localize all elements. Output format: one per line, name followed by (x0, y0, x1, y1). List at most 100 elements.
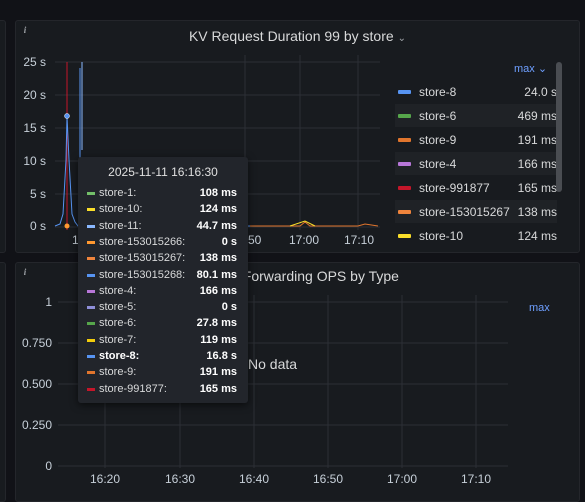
left-edge-panel-top (0, 20, 6, 253)
tooltip-series-value: 0 s (221, 301, 237, 314)
y-tick-label: 0 s (29, 219, 46, 233)
series-store-8 (54, 115, 250, 227)
x-tick-label: 16:30 (165, 472, 196, 486)
legend-item[interactable]: store-153015267 138 ms (395, 200, 557, 223)
y-tick-label: 20 s (23, 88, 46, 102)
tooltip-row: store-1: 108 ms (87, 186, 237, 202)
tooltip-row: store-153015268: 80.1 ms (87, 268, 237, 284)
tooltip-series-value: 124 ms (199, 203, 237, 216)
tooltip-series-name: store-11: (99, 219, 142, 232)
y-tick-label: 10 s (23, 154, 46, 168)
series-store-9 (250, 221, 379, 227)
y-tick-label: 0 (45, 459, 52, 473)
x-tick-label: 17:00 (289, 233, 320, 247)
tooltip-series-value: 44.7 ms (196, 219, 237, 232)
tooltip-time: 2025-11-11 16:16:30 (108, 165, 218, 179)
legend-series-name: store-991877 (419, 181, 490, 195)
legend-swatch (398, 138, 411, 142)
legend-series-name: store-9 (419, 133, 457, 147)
info-icon[interactable]: i (23, 25, 27, 35)
tooltip-series-value: 80.1 ms (196, 268, 237, 281)
tooltip-swatch (87, 192, 95, 195)
x-tick-label: 16:20 (90, 472, 121, 486)
tooltip-swatch (87, 355, 95, 358)
tooltip-swatch (87, 208, 95, 212)
y-tick-label: 0.250 (21, 418, 52, 432)
tooltip-series-name: store-5: (99, 301, 137, 314)
tooltip-series-name: store-1: (99, 187, 137, 199)
tooltip-swatch (87, 240, 95, 244)
tooltip-series-value: 108 ms (199, 187, 237, 199)
no-data-message: No data (248, 356, 298, 372)
legend-sort-max[interactable]: max ⌄ (514, 62, 547, 75)
legend-item[interactable]: store-9 191 ms (395, 128, 557, 151)
panel-title[interactable]: KV Request Duration 99 by store ⌄ (16, 28, 579, 44)
legend-scrollbar[interactable] (556, 62, 562, 192)
tooltip-series-name: store-9: (99, 366, 137, 379)
legend-item[interactable]: store-6 469 ms (395, 104, 557, 127)
legend-series-name: store-4 (419, 157, 457, 171)
legend-swatch (398, 186, 411, 190)
tooltip-row: store-5: 0 s (87, 300, 237, 316)
tooltip-series-value: 0 s (221, 235, 237, 248)
legend-series-name: store-8 (419, 85, 457, 99)
x-tick-label: 1 (72, 233, 79, 247)
chevron-down-icon: ⌄ (537, 63, 548, 75)
legend-sort-max[interactable]: max (529, 302, 550, 314)
tooltip-swatch (87, 257, 95, 261)
x-tick-label: 50 (248, 233, 262, 247)
legend-item[interactable]: store-4 166 ms (395, 152, 557, 175)
info-icon[interactable]: i (23, 267, 27, 277)
tooltip-series-name: store-153015267: (99, 252, 186, 265)
tooltip-series-value: 27.8 ms (196, 317, 237, 330)
tooltip-row: store-153015266: 0 s (87, 235, 237, 251)
tooltip-row: store-4: 166 ms (87, 284, 237, 300)
legend-series-name: store-6 (419, 109, 457, 123)
tooltip-swatch (87, 273, 95, 277)
legend-series-max: 24.0 s (524, 85, 557, 99)
y-tick-label: 1 (45, 295, 52, 309)
tooltip-swatch (87, 322, 95, 326)
tooltip-swatch (87, 289, 95, 293)
hover-point (64, 113, 70, 119)
tooltip-series-name: store-153015268: (99, 268, 186, 281)
hover-point-zero (64, 223, 70, 229)
y-tick-label: 15 s (23, 121, 46, 135)
tooltip-row: store-153015267: 138 ms (87, 251, 237, 267)
tooltip-series-name: store-7: (99, 333, 137, 346)
tooltip-series-value: 16.8 s (206, 350, 237, 362)
tooltip-series-name: store-4: (99, 284, 137, 297)
tooltip-row: store-9: 191 ms (87, 365, 237, 381)
hover-tooltip: 2025-11-11 16:16:30 store-1: 108 ms store-… (78, 157, 248, 403)
x-tick-label: 16:40 (239, 472, 270, 486)
legend-header-label: max (529, 302, 550, 314)
legend-header-label: max (514, 63, 535, 75)
tooltip-series-name: store-6: (99, 317, 137, 330)
tooltip-swatch (87, 224, 95, 228)
tooltip-row: store-991877: 165 ms (87, 382, 237, 398)
tooltip-row: store-8: 16.8 s (87, 349, 237, 365)
y-tick-label: 5 s (29, 187, 46, 201)
y-tick-label: 0.500 (21, 377, 52, 391)
legend-swatch (398, 234, 411, 238)
tooltip-swatch (87, 306, 95, 310)
legend-item[interactable]: store-8 24.0 s (395, 80, 557, 103)
tooltip-series-value: 119 ms (200, 333, 237, 346)
y-tick-label: 25 s (23, 55, 46, 69)
legend-series-max: 165 ms (517, 181, 557, 195)
tooltip-swatch (87, 338, 95, 342)
tooltip-row: store-6: 27.8 ms (87, 316, 237, 332)
x-tick-label: 16:50 (313, 472, 344, 486)
legend-item[interactable]: store-10 124 ms (395, 224, 557, 247)
panel-title-text: st Forwarding OPS by Type (228, 268, 399, 284)
tooltip-series-value: 165 ms (199, 382, 237, 395)
legend-item[interactable]: store-991877 165 ms (395, 176, 557, 199)
legend-series-name: store-153015267 (419, 205, 510, 219)
series-store-10 (289, 220, 316, 227)
legend-swatch (398, 210, 411, 214)
tooltip-row: store-11: 44.7 ms (87, 219, 237, 235)
y-tick-label: 0.750 (21, 336, 52, 350)
x-tick-label: 17:10 (344, 233, 375, 247)
tooltip-series-value: 191 ms (199, 366, 237, 379)
panel-title[interactable]: st Forwarding OPS by Type (228, 268, 399, 284)
